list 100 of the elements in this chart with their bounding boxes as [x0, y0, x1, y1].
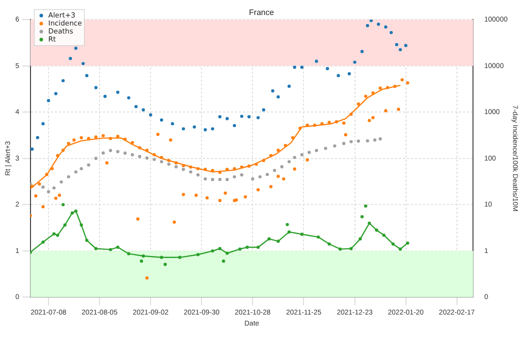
point	[127, 252, 130, 256]
point	[62, 203, 65, 206]
point	[54, 92, 58, 96]
point	[376, 22, 380, 26]
point	[74, 210, 78, 213]
point	[391, 242, 395, 246]
point	[366, 139, 370, 142]
point	[108, 248, 112, 252]
point	[204, 128, 207, 132]
point	[142, 108, 145, 112]
point	[238, 247, 242, 251]
point	[210, 127, 214, 130]
point	[288, 230, 291, 234]
point	[375, 228, 378, 232]
point	[41, 122, 45, 126]
point	[218, 247, 222, 250]
point	[370, 20, 373, 22]
point	[134, 104, 138, 108]
point	[258, 175, 262, 178]
point	[174, 165, 178, 168]
point	[280, 165, 284, 168]
point	[266, 172, 269, 176]
point	[149, 113, 152, 117]
point	[30, 148, 34, 151]
point	[140, 260, 144, 263]
point	[138, 154, 142, 158]
point	[364, 204, 368, 208]
point	[108, 148, 112, 152]
point	[182, 127, 186, 130]
point	[218, 115, 222, 118]
point	[326, 67, 330, 70]
point	[94, 86, 98, 90]
point	[222, 260, 226, 263]
point	[350, 247, 353, 250]
point	[271, 89, 274, 92]
point	[333, 144, 336, 148]
point	[378, 137, 382, 140]
point	[218, 178, 222, 182]
point	[350, 140, 353, 144]
point	[262, 108, 266, 112]
point	[142, 254, 145, 258]
point	[395, 42, 398, 46]
point	[286, 222, 289, 226]
point	[308, 150, 311, 154]
point	[251, 177, 254, 181]
point	[210, 249, 214, 253]
point	[170, 122, 174, 126]
point	[404, 44, 408, 48]
point	[116, 150, 120, 154]
point	[293, 66, 296, 69]
point	[368, 222, 371, 225]
point	[360, 50, 364, 54]
point	[85, 238, 88, 242]
point	[63, 223, 67, 227]
point	[356, 140, 360, 143]
point	[226, 117, 229, 120]
point	[267, 237, 271, 241]
point	[256, 116, 260, 120]
point	[80, 223, 83, 227]
point	[390, 30, 393, 34]
point	[196, 173, 200, 176]
point	[382, 234, 386, 237]
point	[123, 152, 127, 155]
point	[82, 62, 85, 66]
point	[247, 115, 251, 118]
point	[167, 162, 170, 166]
point	[272, 168, 276, 172]
point	[116, 90, 120, 94]
point	[226, 252, 229, 255]
point	[60, 180, 63, 184]
chart-title: France	[249, 8, 274, 18]
point	[52, 232, 56, 236]
point	[338, 247, 342, 251]
point	[316, 235, 320, 239]
point	[232, 124, 236, 128]
point	[276, 240, 280, 243]
point	[366, 24, 370, 28]
point	[314, 60, 318, 63]
point	[240, 173, 244, 176]
point	[94, 247, 98, 250]
point	[160, 160, 164, 164]
point	[74, 170, 78, 174]
point	[192, 125, 196, 129]
point	[70, 211, 74, 215]
point	[373, 138, 376, 142]
point	[232, 175, 236, 178]
point	[358, 237, 362, 241]
point	[300, 153, 304, 156]
point	[178, 256, 182, 260]
point	[127, 96, 130, 100]
point	[160, 256, 164, 260]
point	[62, 79, 65, 82]
point	[56, 234, 60, 237]
point	[324, 146, 328, 150]
point	[164, 262, 167, 266]
point	[87, 163, 90, 167]
point	[276, 95, 280, 98]
point	[300, 66, 304, 69]
point	[240, 114, 244, 118]
point	[102, 151, 105, 155]
